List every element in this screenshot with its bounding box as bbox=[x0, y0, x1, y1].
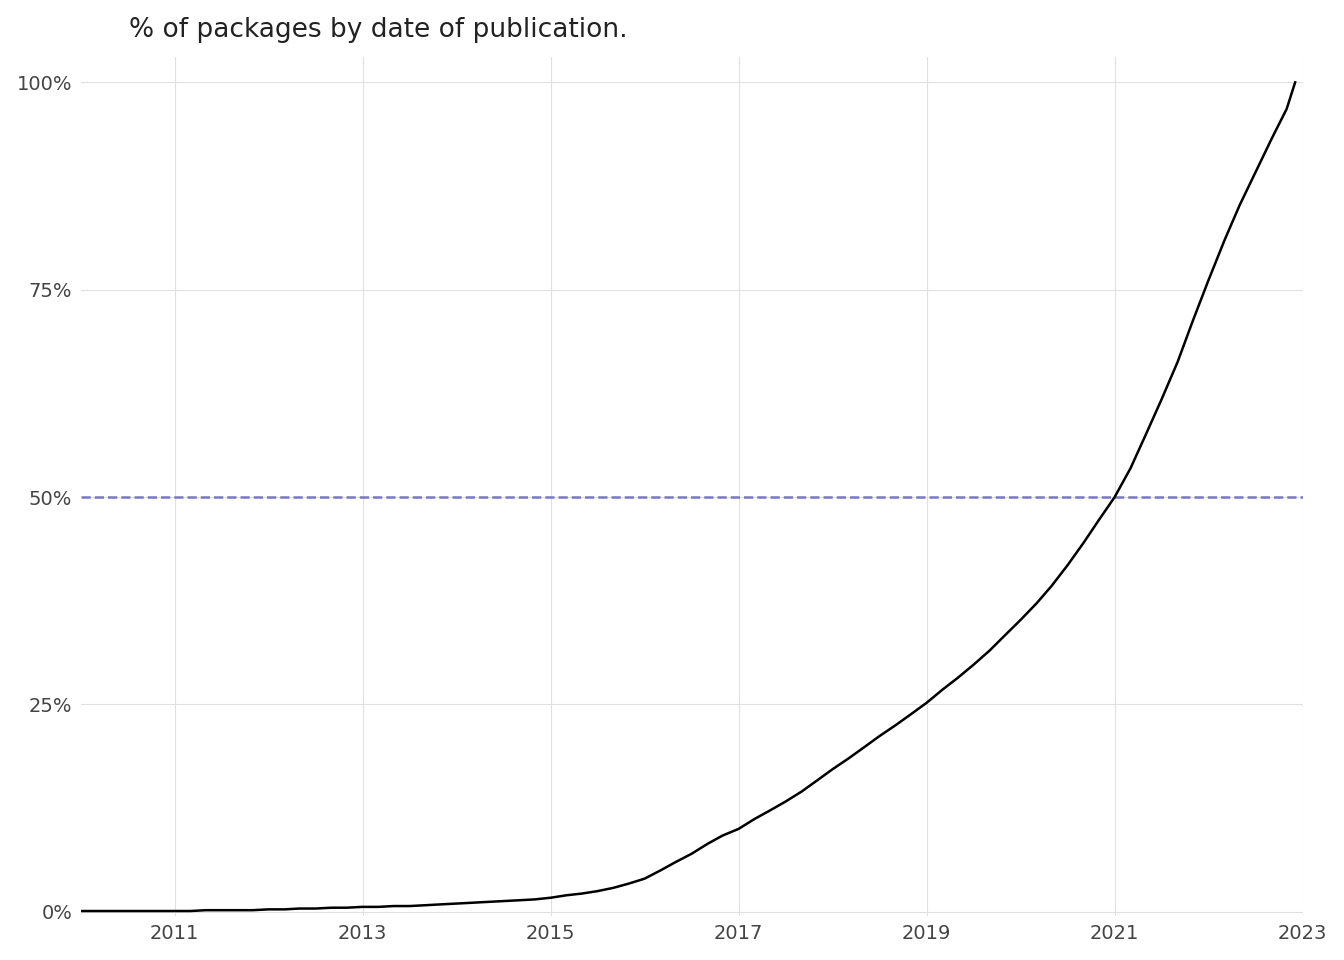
Text: % of packages by date of publication.: % of packages by date of publication. bbox=[129, 16, 628, 42]
